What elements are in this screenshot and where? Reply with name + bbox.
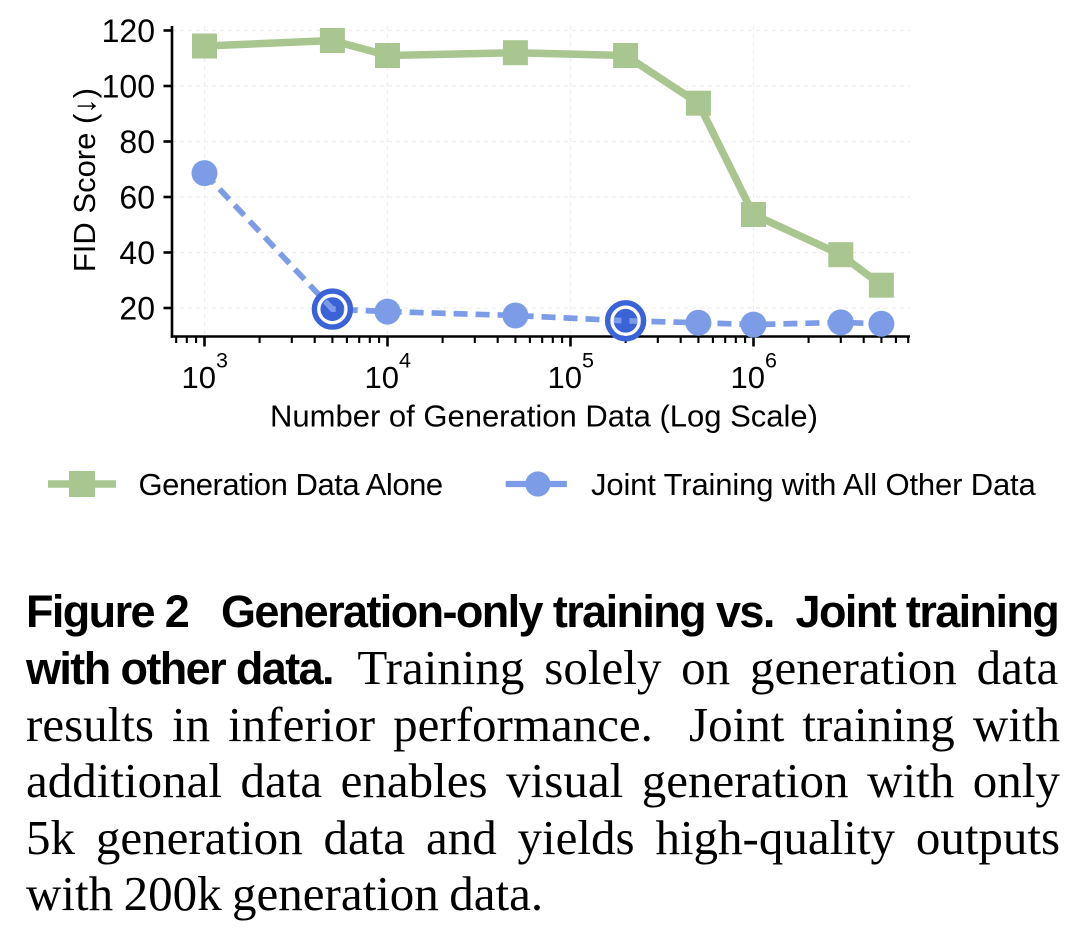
svg-text:104: 104 <box>365 349 411 396</box>
svg-text:120: 120 <box>102 13 155 49</box>
svg-text:40: 40 <box>119 235 155 271</box>
svg-text:Number of Generation Data (Log: Number of Generation Data (Log Scale) <box>270 399 818 434</box>
svg-text:FID Score (↓): FID Score (↓) <box>67 88 102 272</box>
svg-text:20: 20 <box>119 291 155 327</box>
svg-text:80: 80 <box>119 124 155 160</box>
svg-text:Joint Training with All Other: Joint Training with All Other Data <box>591 467 1037 502</box>
svg-text:Generation Data Alone: Generation Data Alone <box>139 467 443 502</box>
svg-text:103: 103 <box>182 349 228 396</box>
svg-text:100: 100 <box>102 69 155 105</box>
svg-text:60: 60 <box>119 180 155 216</box>
svg-text:105: 105 <box>548 349 594 396</box>
svg-text:106: 106 <box>731 349 777 396</box>
